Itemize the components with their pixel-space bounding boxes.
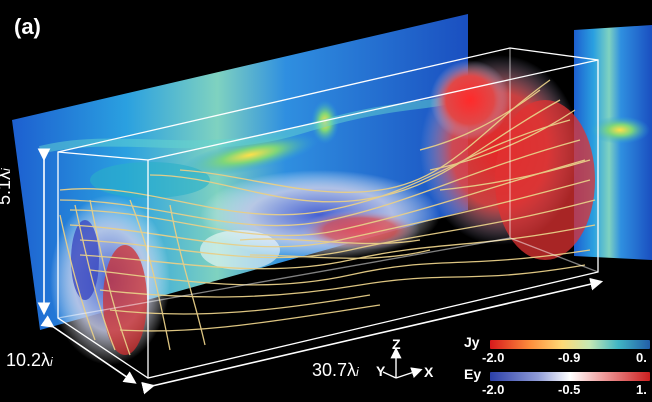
- panel-label: (a): [14, 14, 41, 39]
- coordinate-axes: [382, 347, 423, 379]
- depth-arrow: [40, 315, 137, 384]
- jy-tick: -2.0: [482, 350, 505, 365]
- jy-colorbar: Jy -2.0 -0.9 0.: [464, 334, 650, 365]
- ey-colorbar: Ey -2.0 -0.5 1.: [464, 366, 650, 397]
- length-label: 30.7λi: [312, 360, 359, 380]
- axis-x-label: X: [424, 364, 434, 380]
- axis-y-label: Y: [376, 363, 386, 379]
- ey-tick: -0.5: [558, 382, 581, 397]
- depth-label: 10.2λi: [6, 350, 53, 370]
- ey-colorbar-title: Ey: [464, 366, 482, 382]
- jy-colorbar-title: Jy: [464, 334, 480, 350]
- ey-tick: -2.0: [482, 382, 505, 397]
- length-arrow: [141, 277, 604, 395]
- dimension-arrows: [37, 148, 604, 395]
- jy-colorbar-gradient: [490, 340, 650, 349]
- jy-tick: -0.9: [558, 350, 581, 365]
- ey-tick: 1.: [636, 382, 647, 397]
- jy-tick: 0.: [636, 350, 647, 365]
- axis-z-label: Z: [392, 336, 401, 352]
- jy-slice-plane-right: [574, 25, 652, 260]
- height-label: 5.1λi: [0, 168, 14, 205]
- ey-colorbar-gradient: [490, 372, 650, 381]
